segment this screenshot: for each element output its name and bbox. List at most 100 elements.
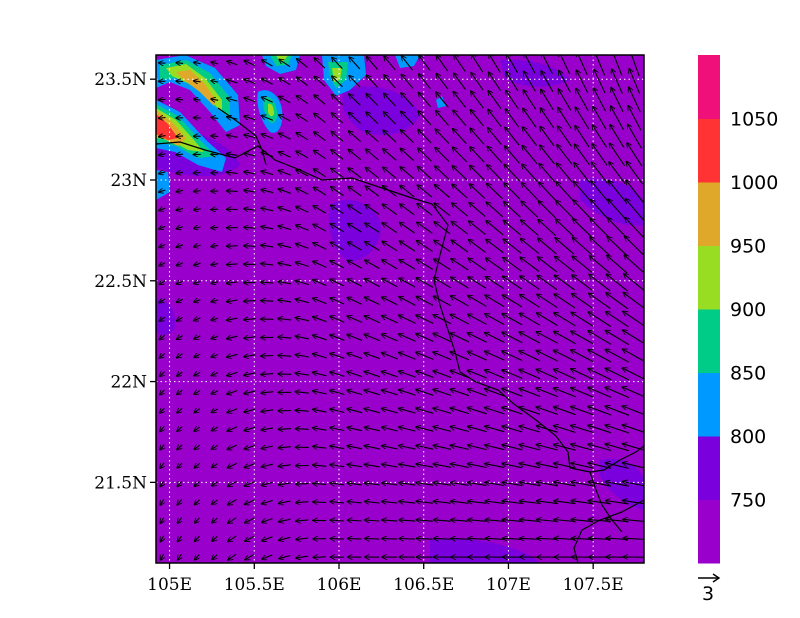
- wind-vector-icon: [193, 99, 201, 100]
- wind-vector-icon: [593, 88, 607, 112]
- wind-vector-icon: [226, 191, 238, 192]
- wind-vector-icon: [521, 183, 539, 200]
- colorbar-label: 800: [730, 426, 766, 448]
- wind-vector-icon: [468, 314, 487, 325]
- wind-vector-icon: [296, 114, 309, 123]
- wind-vector-icon: [451, 259, 469, 271]
- wind-vector-icon: [416, 296, 434, 306]
- wind-vector-icon: [400, 167, 415, 180]
- wind-vector-icon: [227, 61, 238, 66]
- wind-vector-icon: [486, 239, 504, 254]
- wind-vector-icon: [624, 274, 644, 292]
- wind-vector-icon: [279, 537, 291, 540]
- wind-vector-icon: [261, 482, 273, 485]
- wind-vector-icon: [536, 445, 558, 451]
- wind-vector-icon: [382, 520, 398, 521]
- wind-vector-icon: [159, 354, 166, 359]
- wind-vector-icon: [227, 154, 238, 156]
- wind-vector-icon: [505, 127, 520, 146]
- wind-vector-icon: [296, 77, 308, 86]
- wind-vector-icon: [160, 444, 164, 450]
- wind-vector-icon: [399, 408, 416, 414]
- wind-vector-icon: [433, 520, 451, 521]
- wind-vector-icon: [589, 293, 611, 310]
- wind-vector-icon: [382, 464, 398, 467]
- wind-vector-icon: [605, 482, 629, 487]
- wind-vector-icon: [626, 161, 644, 185]
- lon-tick-label: 105.5E: [224, 575, 285, 595]
- wind-vector-icon: [485, 408, 505, 415]
- wind-vector-icon: [227, 391, 238, 395]
- wind-vector-icon: [177, 480, 182, 486]
- wind-vector-icon: [611, 88, 624, 112]
- wind-vector-icon: [313, 150, 326, 160]
- wind-vector-icon: [365, 520, 380, 521]
- wind-vector-icon: [279, 96, 291, 104]
- wind-vector-icon: [383, 130, 397, 143]
- wind-vector-icon: [313, 391, 327, 394]
- wind-vector-icon: [261, 500, 273, 504]
- wind-vector-icon: [571, 312, 594, 327]
- wind-vector-icon: [417, 166, 433, 180]
- wind-vector-icon: [467, 370, 487, 379]
- wind-vector-icon: [314, 132, 326, 142]
- wind-vector-icon: [541, 89, 554, 111]
- wind-vector-icon: [278, 244, 292, 249]
- wind-vector-icon: [211, 427, 218, 431]
- wind-vector-icon: [522, 127, 538, 146]
- wind-vector-icon: [332, 76, 343, 88]
- wind-vector-icon: [572, 237, 593, 256]
- wind-vector-icon: [278, 337, 292, 338]
- wind-vector-icon: [536, 369, 559, 380]
- wind-vector-icon: [313, 224, 327, 232]
- wind-vector-icon: [623, 330, 644, 345]
- wind-vector-icon: [177, 354, 183, 358]
- wind-vector-icon: [451, 277, 469, 289]
- wind-vector-icon: [471, 91, 484, 109]
- wind-vector-icon: [485, 295, 505, 308]
- wind-vector-icon: [331, 205, 344, 215]
- wind-vector-icon: [330, 465, 345, 467]
- wind-vector-icon: [261, 97, 273, 103]
- wind-vector-icon: [159, 136, 166, 137]
- wind-vector-icon: [330, 409, 345, 414]
- wind-vector-icon: [278, 483, 291, 485]
- wind-vector-icon: [244, 153, 256, 156]
- wind-vector-icon: [313, 298, 327, 305]
- wind-vector-icon: [295, 336, 310, 339]
- wind-vector-icon: [537, 276, 558, 291]
- wind-vector-icon: [227, 300, 238, 302]
- wind-vector-icon: [523, 108, 537, 128]
- lon-tick-label: 106.5E: [393, 575, 454, 595]
- wind-vector-icon: [262, 536, 273, 541]
- wind-vector-icon: [383, 167, 397, 179]
- wind-vector-icon: [536, 351, 559, 362]
- lat-tick-label: 22N: [110, 373, 147, 393]
- wind-vector-icon: [452, 184, 468, 199]
- wind-vector-icon: [626, 180, 644, 203]
- reference-vector-label: 3: [702, 583, 714, 605]
- wind-vector-icon: [295, 244, 309, 249]
- border-line: [589, 471, 623, 533]
- wind-vector-icon: [244, 116, 256, 121]
- wind-vector-icon: [278, 170, 291, 176]
- colorbar-label: 1000: [730, 172, 778, 194]
- wind-vector-icon: [538, 220, 557, 237]
- wind-vector-icon: [401, 111, 414, 125]
- wind-vector-icon: [433, 296, 452, 307]
- wind-vector-icon: [244, 319, 256, 320]
- wind-vector-icon: [296, 520, 309, 521]
- wind-vector-icon: [296, 207, 309, 213]
- wind-vector-icon: [295, 281, 309, 286]
- wind-vector-icon: [347, 316, 363, 323]
- wind-vector-icon: [159, 172, 166, 174]
- wind-vector-icon: [416, 371, 434, 378]
- wind-vector-icon: [435, 148, 450, 162]
- colorbar-segment: [698, 182, 720, 246]
- wind-vector-icon: [522, 145, 538, 164]
- wind-vector-icon: [450, 483, 469, 486]
- wind-vector-icon: [384, 75, 396, 89]
- lat-tick-label: 21.5N: [94, 473, 147, 493]
- wind-vector-icon: [553, 350, 576, 362]
- wind-vector-icon: [244, 481, 255, 486]
